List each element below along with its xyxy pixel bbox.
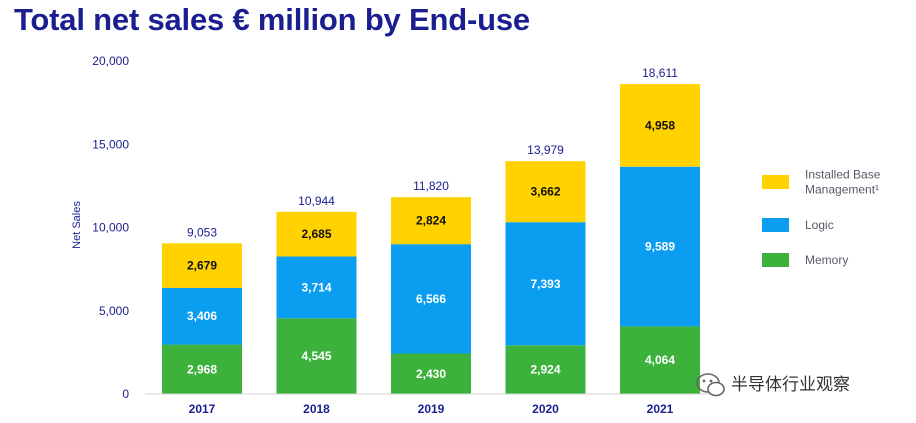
bar-value-label: 9,589 xyxy=(645,240,675,254)
bar-value-label: 2,679 xyxy=(187,259,217,273)
bar-segment xyxy=(276,211,357,257)
x-tick-label: 2020 xyxy=(532,402,559,416)
watermark: 半导体行业观察 xyxy=(696,373,850,397)
bar-value-label: 2,430 xyxy=(416,367,446,381)
legend-item: Installed Base Management¹ xyxy=(762,168,881,197)
bar-value-label: 2,685 xyxy=(301,227,331,241)
bar-value-label: 3,714 xyxy=(301,280,331,294)
bar-total-label: 11,820 xyxy=(413,179,449,193)
x-tick-label: 2017 xyxy=(189,402,216,416)
y-axis-label: Net Sales xyxy=(71,201,83,249)
bar-segment xyxy=(276,318,357,394)
bar-segment xyxy=(620,84,700,167)
legend-label: Logic xyxy=(805,218,834,232)
legend-item: Memory xyxy=(762,253,848,267)
bar-segment xyxy=(620,166,700,327)
bar-total-label: 9,053 xyxy=(187,225,217,239)
legend-swatch xyxy=(762,253,789,267)
x-axis: 2017 2018 2019 2020 2021 xyxy=(145,393,717,416)
bar-segment xyxy=(162,287,242,345)
chart-title: Total net sales € million by End-use xyxy=(14,2,530,37)
bar-segment xyxy=(391,197,471,245)
bar-value-label: 6,566 xyxy=(416,292,446,306)
bar-value-label: 3,662 xyxy=(530,185,560,199)
bar-value-label: 2,968 xyxy=(187,362,217,376)
bar-segment xyxy=(391,353,471,394)
x-tick-label: 2021 xyxy=(647,402,674,416)
bar-value-label: 4,958 xyxy=(645,118,675,132)
bar-value-label: 2,924 xyxy=(530,363,560,377)
bar-value-label: 2,824 xyxy=(416,214,446,228)
bar-value-label: 7,393 xyxy=(530,277,560,291)
watermark-text: 半导体行业观察 xyxy=(731,375,850,394)
bar-segment xyxy=(162,344,242,394)
bar-segment xyxy=(391,244,471,354)
y-tick-label: 0 xyxy=(122,387,129,401)
legend-item: Logic xyxy=(762,218,834,232)
legend-label: Installed Base Management¹ xyxy=(805,168,881,197)
wechat-icon xyxy=(696,373,725,397)
bar-total-label: 18,611 xyxy=(642,66,678,80)
bar-total-label: 13,979 xyxy=(527,143,564,157)
bar-value-label: 4,545 xyxy=(301,349,331,363)
y-axis: 0 5,000 10,000 15,000 20,000 Net Sales xyxy=(71,54,129,401)
bar-segment xyxy=(505,345,586,394)
bar-segment xyxy=(276,256,357,319)
legend-swatch xyxy=(762,218,789,232)
legend-swatch xyxy=(762,175,789,189)
bars: 2,968 3,406 2,679 9,053 4,545 3,714 2,685 10,94… xyxy=(162,66,700,394)
x-tick-label: 2018 xyxy=(303,402,330,416)
bar-value-label: 4,064 xyxy=(645,353,675,367)
bar-segment xyxy=(162,243,242,288)
legend-label: Memory xyxy=(805,253,848,267)
y-tick-label: 5,000 xyxy=(99,304,129,318)
x-tick-label: 2019 xyxy=(418,402,445,416)
y-tick-label: 15,000 xyxy=(92,137,129,151)
bar-segment xyxy=(620,326,700,394)
bar-segment xyxy=(505,161,586,223)
legend: Installed Base Management¹ Logic Memory xyxy=(762,168,881,267)
bar-segment xyxy=(505,222,586,346)
y-tick-label: 20,000 xyxy=(92,54,129,68)
bar-value-label: 3,406 xyxy=(187,309,217,323)
bar-total-label: 10,944 xyxy=(298,194,335,208)
y-tick-label: 10,000 xyxy=(92,221,129,235)
